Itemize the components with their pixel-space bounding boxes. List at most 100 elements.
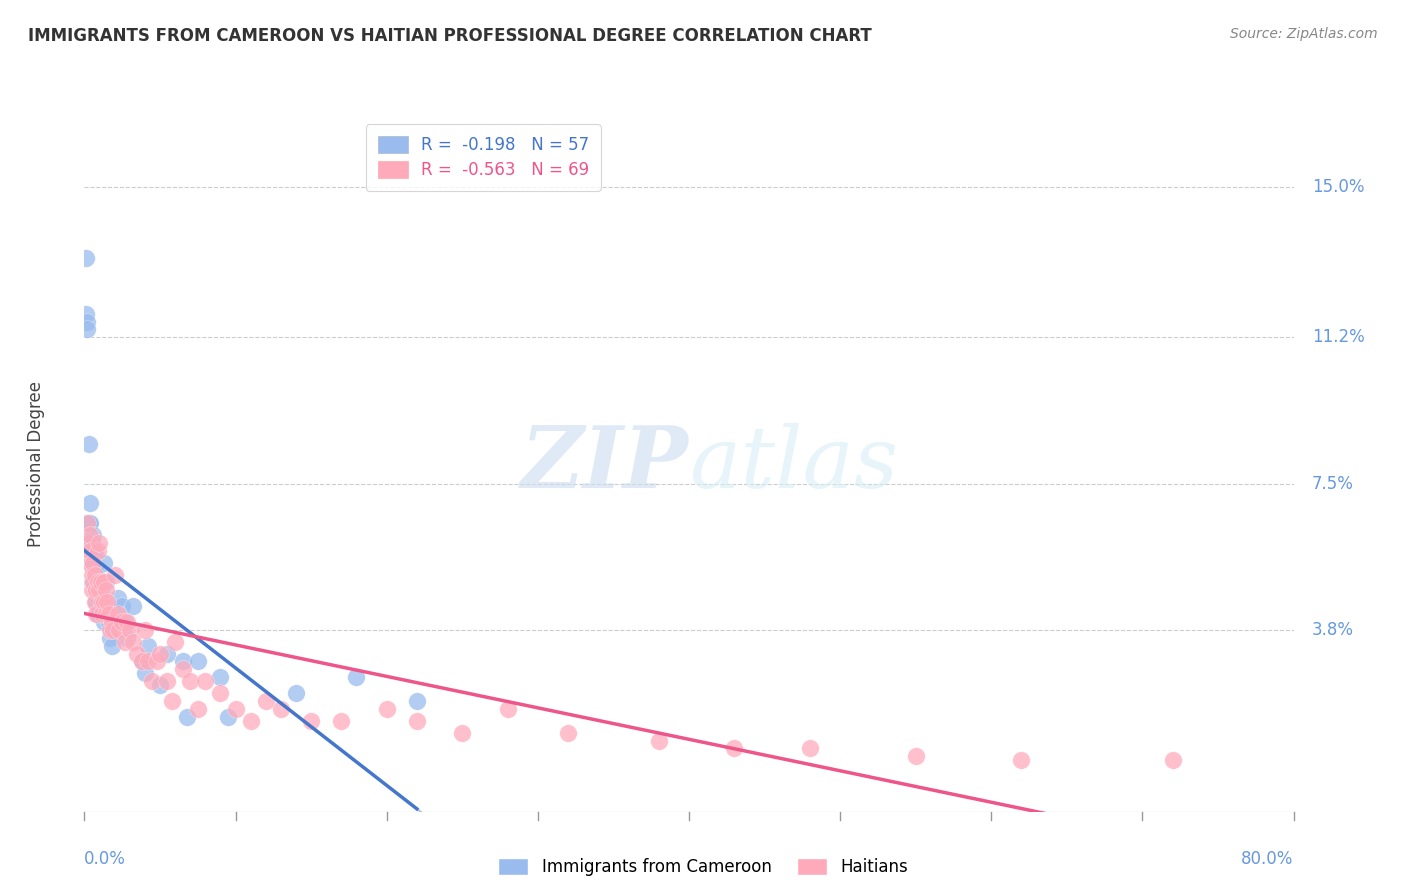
Point [82, 556, 104, 570]
Point [94, 607, 117, 621]
Point [172, 655, 194, 669]
Point [284, 686, 308, 700]
Point [101, 623, 124, 637]
Point [91, 599, 114, 614]
Point [75, 307, 97, 321]
Point [270, 702, 292, 716]
Point [80, 583, 103, 598]
Point [187, 702, 209, 716]
Point [80, 556, 103, 570]
Point [114, 634, 136, 648]
Point [94, 575, 117, 590]
Text: ZIP: ZIP [522, 422, 689, 506]
Point [179, 674, 201, 689]
Text: 0.0%: 0.0% [84, 850, 127, 868]
Point [97, 607, 120, 621]
Point [84, 567, 107, 582]
Point [108, 623, 131, 637]
Point [375, 702, 398, 716]
Point [90, 575, 112, 590]
Point [156, 674, 179, 689]
Point [1010, 753, 1032, 767]
Point [96, 607, 118, 621]
Point [330, 714, 353, 728]
Point [163, 634, 186, 648]
Point [134, 623, 156, 637]
Point [209, 670, 232, 684]
Point [93, 556, 115, 570]
Point [194, 674, 217, 689]
Point [77, 536, 100, 550]
Point [217, 710, 239, 724]
Text: 7.5%: 7.5% [1312, 475, 1354, 492]
Legend: R =  -0.198   N = 57, R =  -0.563   N = 69: R = -0.198 N = 57, R = -0.563 N = 69 [366, 124, 600, 191]
Point [299, 714, 322, 728]
Point [80, 543, 103, 558]
Point [90, 583, 112, 598]
Point [77, 516, 100, 530]
Point [100, 615, 122, 629]
Point [107, 591, 129, 606]
Text: Professional Degree: Professional Degree [27, 381, 45, 547]
Point [87, 543, 110, 558]
Point [111, 599, 134, 614]
Point [89, 575, 111, 590]
Point [86, 607, 108, 621]
Text: 80.0%: 80.0% [1241, 850, 1294, 868]
Point [149, 647, 172, 661]
Point [104, 615, 127, 629]
Point [89, 536, 111, 550]
Point [111, 615, 134, 629]
Text: 15.0%: 15.0% [1312, 178, 1364, 196]
Point [187, 655, 209, 669]
Point [136, 655, 159, 669]
Point [107, 607, 129, 621]
Point [94, 583, 117, 598]
Point [239, 714, 262, 728]
Point [121, 634, 143, 648]
Text: 11.2%: 11.2% [1312, 328, 1364, 346]
Text: Source: ZipAtlas.com: Source: ZipAtlas.com [1230, 27, 1378, 41]
Point [557, 725, 579, 739]
Point [127, 647, 149, 661]
Point [451, 725, 474, 739]
Point [76, 516, 98, 530]
Point [1161, 753, 1184, 767]
Point [89, 583, 111, 598]
Point [136, 639, 159, 653]
Point [84, 595, 107, 609]
Point [75, 252, 97, 266]
Point [115, 615, 138, 629]
Point [86, 595, 108, 609]
Point [100, 639, 122, 653]
Point [80, 567, 103, 582]
Point [84, 564, 107, 578]
Point [76, 314, 98, 328]
Point [79, 543, 101, 558]
Point [91, 595, 114, 609]
Point [496, 702, 519, 716]
Point [104, 567, 127, 582]
Point [77, 536, 100, 550]
Point [98, 631, 121, 645]
Point [131, 655, 153, 669]
Point [89, 607, 111, 621]
Point [131, 655, 153, 669]
Point [141, 674, 163, 689]
Point [160, 694, 183, 708]
Point [79, 516, 101, 530]
Point [799, 741, 821, 756]
Point [76, 322, 98, 336]
Point [80, 575, 103, 590]
Point [77, 556, 100, 570]
Point [647, 733, 671, 747]
Point [86, 583, 108, 598]
Point [93, 615, 115, 629]
Point [82, 575, 104, 590]
Point [86, 583, 108, 598]
Point [96, 595, 118, 609]
Point [79, 528, 101, 542]
Point [79, 543, 101, 558]
Text: 3.8%: 3.8% [1312, 621, 1354, 639]
Point [84, 583, 107, 598]
